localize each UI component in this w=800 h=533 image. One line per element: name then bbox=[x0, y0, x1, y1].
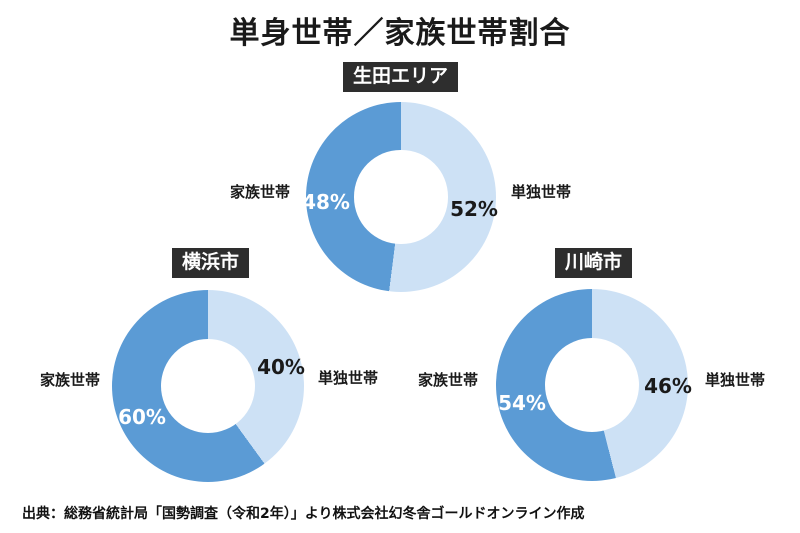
area-badge-kawasaki: 川崎市 bbox=[555, 248, 633, 278]
donut-yokohama bbox=[112, 290, 304, 482]
ikuta-family-label: 家族世帯 bbox=[229, 183, 290, 201]
source-note: 出典：総務省統計局「国勢調査（令和2年）」より株式会社幻冬舎ゴールドオンライン作… bbox=[22, 506, 585, 522]
page-title: 単身世帯／家族世帯割合 bbox=[229, 16, 571, 51]
donut-ikuta bbox=[306, 102, 496, 292]
donut-kawasaki bbox=[496, 289, 688, 481]
ikuta-single-label: 単独世帯 bbox=[511, 183, 572, 201]
ikuta-single-value: 52% bbox=[450, 197, 498, 221]
kawasaki-single-label: 単独世帯 bbox=[705, 371, 766, 389]
area-badge-ikuta: 生田エリア bbox=[343, 62, 459, 92]
ikuta-family-value: 48% bbox=[302, 190, 350, 214]
yokohama-single-label: 単独世帯 bbox=[318, 369, 379, 387]
yokohama-single-value: 40% bbox=[257, 355, 305, 379]
kawasaki-family-value: 54% bbox=[498, 391, 546, 415]
donut-hole bbox=[354, 150, 448, 244]
yokohama-family-label: 家族世帯 bbox=[39, 371, 100, 389]
donut-hole bbox=[160, 338, 256, 434]
kawasaki-single-value: 46% bbox=[644, 374, 692, 398]
kawasaki-family-label: 家族世帯 bbox=[417, 371, 478, 389]
yokohama-family-value: 60% bbox=[118, 405, 166, 429]
area-badge-yokohama: 横浜市 bbox=[172, 248, 250, 278]
donut-hole bbox=[544, 337, 640, 433]
